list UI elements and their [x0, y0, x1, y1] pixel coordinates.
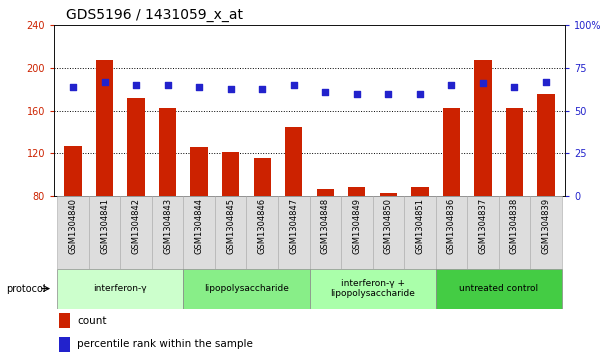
- Text: GSM1304837: GSM1304837: [478, 198, 487, 254]
- Bar: [285, 127, 302, 196]
- Text: GSM1304844: GSM1304844: [195, 198, 204, 254]
- Bar: [96, 60, 113, 196]
- Bar: [310, 269, 436, 309]
- Bar: [443, 107, 460, 196]
- Bar: [436, 196, 467, 269]
- Point: [194, 84, 204, 90]
- Bar: [537, 94, 555, 196]
- Text: untreated control: untreated control: [459, 284, 538, 293]
- Text: GSM1304839: GSM1304839: [542, 198, 551, 254]
- Text: GSM1304846: GSM1304846: [258, 198, 267, 254]
- Bar: [183, 269, 310, 309]
- Bar: [246, 196, 278, 269]
- Text: count: count: [77, 316, 106, 326]
- Bar: [373, 196, 404, 269]
- Bar: [278, 196, 310, 269]
- Text: GSM1304841: GSM1304841: [100, 198, 109, 254]
- Bar: [183, 196, 215, 269]
- Bar: [467, 196, 499, 269]
- Point: [415, 91, 425, 97]
- Bar: [159, 107, 176, 196]
- Text: GSM1304840: GSM1304840: [69, 198, 78, 254]
- Bar: [404, 196, 436, 269]
- Text: GDS5196 / 1431059_x_at: GDS5196 / 1431059_x_at: [66, 8, 243, 22]
- Bar: [127, 98, 145, 196]
- Bar: [310, 196, 341, 269]
- Bar: [499, 196, 530, 269]
- Text: GSM1304838: GSM1304838: [510, 198, 519, 254]
- Bar: [120, 196, 152, 269]
- Bar: [89, 196, 120, 269]
- Text: GSM1304843: GSM1304843: [163, 198, 172, 254]
- Bar: [64, 146, 82, 196]
- Text: interferon-γ +
lipopolysaccharide: interferon-γ + lipopolysaccharide: [330, 279, 415, 298]
- Point: [352, 91, 362, 97]
- Point: [510, 84, 519, 90]
- Point: [68, 84, 78, 90]
- Point: [226, 86, 236, 91]
- Text: GSM1304849: GSM1304849: [352, 198, 361, 254]
- Point: [478, 81, 488, 86]
- Text: GSM1304850: GSM1304850: [384, 198, 393, 254]
- Bar: [152, 196, 183, 269]
- Bar: [348, 187, 365, 196]
- Text: GSM1304845: GSM1304845: [226, 198, 235, 254]
- Bar: [436, 269, 562, 309]
- Bar: [411, 187, 429, 196]
- Bar: [530, 196, 562, 269]
- Point: [163, 82, 172, 88]
- Point: [542, 79, 551, 85]
- Text: percentile rank within the sample: percentile rank within the sample: [77, 339, 253, 350]
- Bar: [506, 107, 523, 196]
- Bar: [59, 337, 70, 352]
- Bar: [57, 269, 183, 309]
- Text: GSM1304842: GSM1304842: [132, 198, 141, 254]
- Point: [320, 89, 330, 95]
- Bar: [215, 196, 246, 269]
- Bar: [317, 188, 334, 196]
- Point: [257, 86, 267, 91]
- Text: protocol: protocol: [6, 284, 46, 294]
- Text: GSM1304851: GSM1304851: [415, 198, 424, 254]
- Point: [131, 82, 141, 88]
- Bar: [380, 193, 397, 196]
- Bar: [341, 196, 373, 269]
- Text: GSM1304836: GSM1304836: [447, 198, 456, 254]
- Bar: [474, 60, 492, 196]
- Point: [383, 91, 393, 97]
- Bar: [59, 313, 70, 329]
- Text: GSM1304848: GSM1304848: [321, 198, 330, 254]
- Point: [289, 82, 299, 88]
- Point: [447, 82, 456, 88]
- Bar: [254, 158, 271, 196]
- Text: lipopolysaccharide: lipopolysaccharide: [204, 284, 289, 293]
- Point: [100, 79, 109, 85]
- Bar: [57, 196, 89, 269]
- Text: interferon-γ: interferon-γ: [94, 284, 147, 293]
- Text: GSM1304847: GSM1304847: [289, 198, 298, 254]
- Bar: [191, 147, 208, 196]
- Bar: [222, 152, 239, 196]
